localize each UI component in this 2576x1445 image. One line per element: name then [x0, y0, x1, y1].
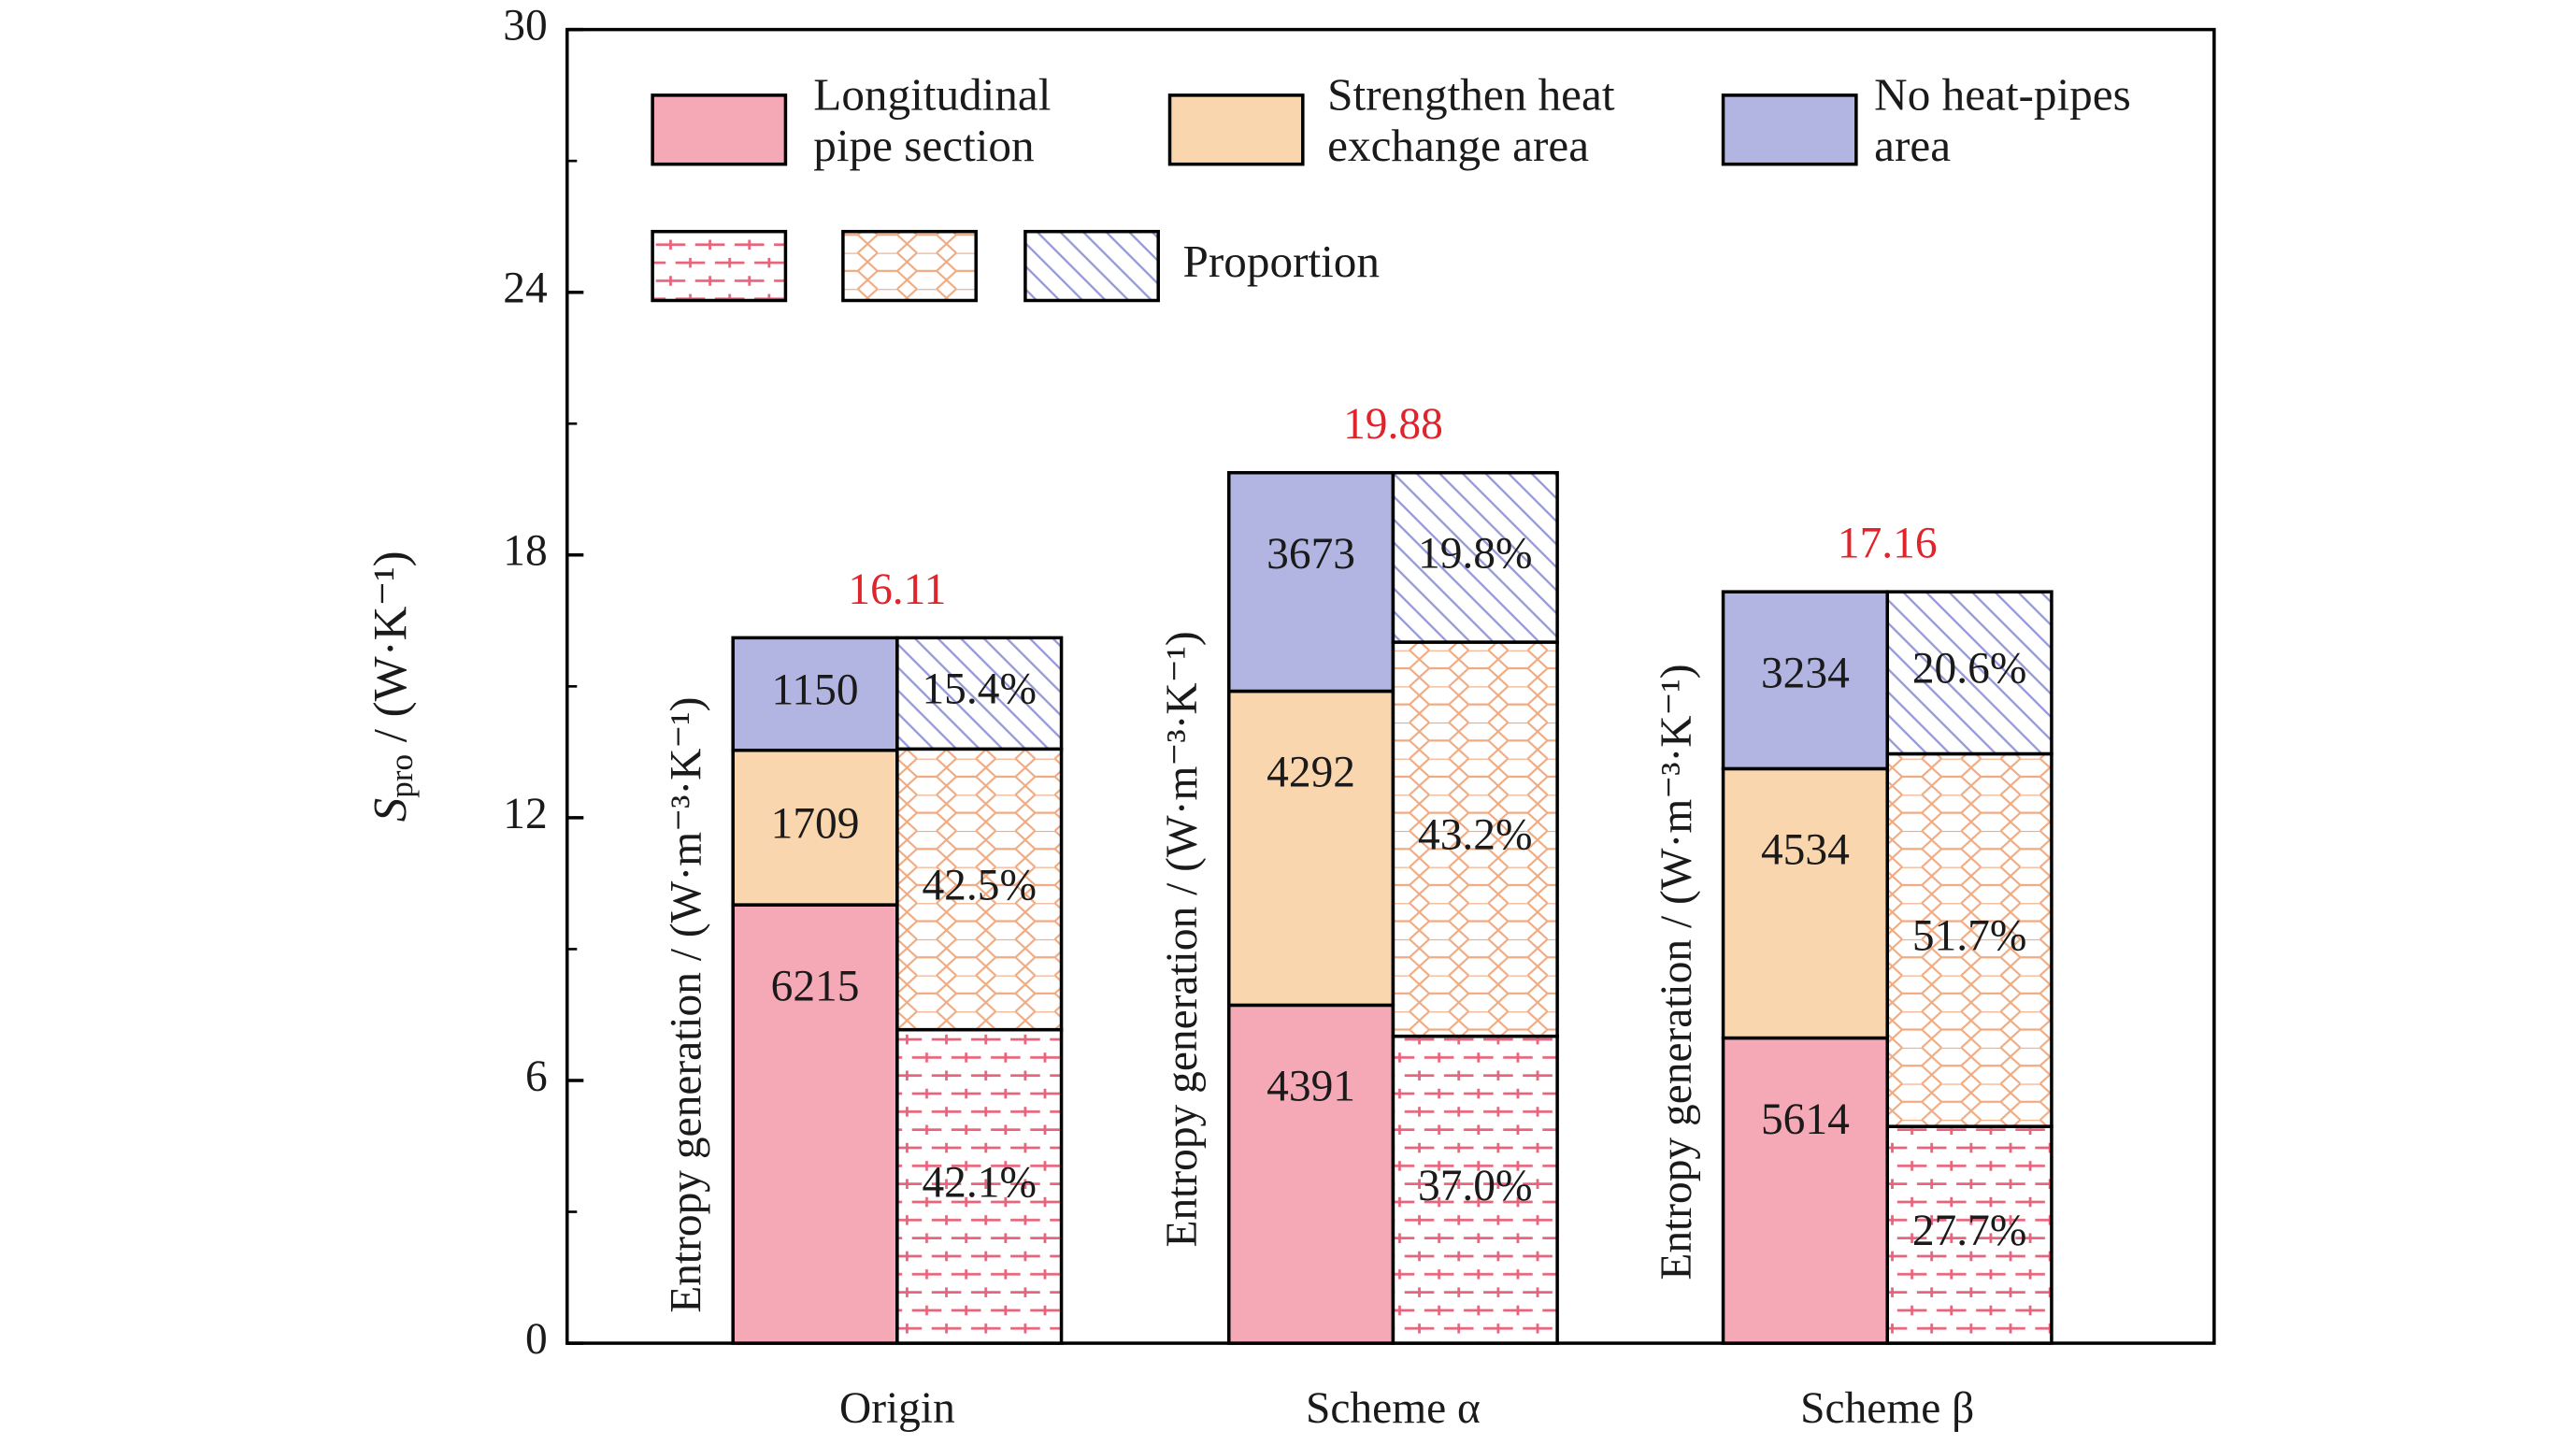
- legend-label: Proportion: [1183, 236, 1380, 287]
- y-tick-label: 0: [525, 1315, 548, 1364]
- segment-label: 4534: [1761, 826, 1850, 875]
- y-tick-label: 24: [503, 265, 547, 313]
- segment-label: 4391: [1267, 1063, 1355, 1111]
- proportion-segment: [1391, 470, 1559, 644]
- bar-segment: [1721, 766, 1889, 1040]
- legend-swatch: [1721, 93, 1858, 166]
- segment-label: 4292: [1267, 749, 1355, 797]
- proportion-segment: [1391, 1034, 1559, 1345]
- legend-swatch: [1023, 229, 1160, 303]
- y-axis-label: Spro / (W·K⁻¹): [365, 551, 420, 822]
- total-label: 19.88: [1343, 400, 1443, 449]
- total-label: 17.16: [1838, 520, 1938, 568]
- y-tick-label: 6: [525, 1052, 548, 1101]
- proportion-label: 15.4%: [922, 665, 1037, 714]
- legend-label-box: No heat-pipes area: [1874, 70, 2131, 173]
- inner-axis-label: Entropy generation / (W·m⁻³·K⁻¹): [1653, 664, 1701, 1280]
- y-tick-label: 12: [503, 790, 547, 838]
- x-tick-label: Scheme β: [1800, 1384, 1974, 1433]
- proportion-segment: [1885, 751, 2054, 1128]
- proportion-label: 20.6%: [1912, 645, 2027, 694]
- legend-label: Longitudinal pipe section: [813, 70, 1052, 173]
- y-label-subscript: pro: [383, 754, 420, 798]
- bar-segment: [1226, 689, 1395, 1008]
- legend-label-box: Longitudinal pipe section: [813, 70, 1052, 173]
- proportion-label: 42.5%: [922, 861, 1037, 909]
- proportion-segment: [1391, 640, 1559, 1038]
- y-tick-label: 18: [503, 527, 547, 576]
- y-tick-label: 30: [503, 2, 547, 50]
- proportion-segment: [1885, 1124, 2054, 1345]
- segment-label: 3673: [1267, 530, 1355, 579]
- proportion-label: 43.2%: [1418, 811, 1533, 860]
- inner-axis-label: Entropy generation / (W·m⁻³·K⁻¹): [662, 697, 710, 1313]
- x-tick-label: Scheme α: [1306, 1384, 1481, 1433]
- segment-label: 5614: [1761, 1095, 1850, 1144]
- bar-segment: [1226, 1003, 1395, 1345]
- proportion-segment: [895, 636, 1064, 751]
- legend-label: Strengthen heat exchange area: [1327, 70, 1615, 173]
- proportion-label: 51.7%: [1912, 912, 2027, 961]
- x-tick-label: Origin: [839, 1384, 955, 1433]
- y-label-unit: / (W·K⁻¹): [365, 551, 417, 754]
- total-label: 16.11: [848, 565, 946, 614]
- proportion-segment: [895, 1027, 1064, 1345]
- y-label-symbol: S: [365, 798, 417, 822]
- proportion-label: 27.7%: [1912, 1207, 2027, 1255]
- segment-label: 6215: [771, 962, 860, 1010]
- segment-label: 1150: [771, 665, 858, 714]
- inner-axis-label: Entropy generation / (W·m⁻³·K⁻¹): [1158, 631, 1207, 1247]
- legend-swatch: [1167, 93, 1305, 166]
- legend-label-box: Strengthen heat exchange area: [1327, 70, 1615, 173]
- bar-segment: [731, 903, 899, 1345]
- legend-swatch: [651, 229, 788, 303]
- legend-swatch: [651, 93, 788, 166]
- segment-label: 1709: [771, 799, 860, 848]
- segment-label: 3234: [1761, 649, 1850, 697]
- proportion-label: 37.0%: [1418, 1162, 1533, 1210]
- legend-swatch: [841, 229, 978, 303]
- proportion-label: 19.8%: [1418, 529, 1533, 578]
- bar-segment: [1721, 590, 1889, 771]
- proportion-label: 42.1%: [922, 1158, 1037, 1207]
- proportion-segment: [1885, 590, 2054, 756]
- bar-segment: [1721, 1036, 1889, 1345]
- bar-segment: [1226, 470, 1395, 694]
- legend-label: No heat-pipes area: [1874, 70, 2131, 173]
